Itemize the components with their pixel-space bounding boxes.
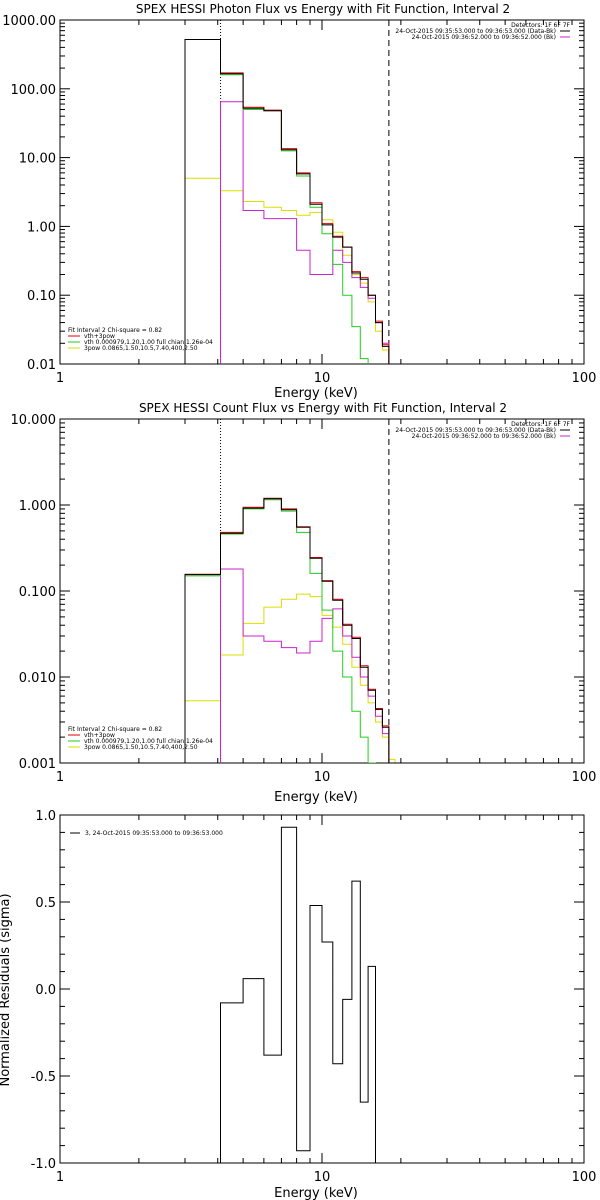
y-tick-label: 0.0 [35,983,56,998]
legend-top-left-text: 3, 24-Oct-2015 09:35:53.000 to 09:36:53.… [85,830,223,837]
x-tick-label: 1 [56,371,64,386]
data-area [184,497,396,763]
series-total-line [184,498,396,763]
residuals-y-axis-label: Normalized Residuals (sigma) [0,893,13,1086]
legend-top-right-text: 24-Oct-2015 09:36:52.000 to 09:36:52.000… [412,34,556,41]
y-tick-label: 0.100 [19,585,56,600]
legend-bottom-left-text: 3pow 0.0865,1.50,10.5,7.40,400,2.50 [84,744,198,751]
series-vth-line [184,39,369,364]
y-tick-label: 0.010 [19,671,56,686]
x-tick-label: 100 [572,1170,597,1185]
legend-bottom-left-text: vth 0.000979,1.20,1.00 full chian 1.26e-… [84,339,213,346]
legend-top-right-text: Detectors: 1F 6F 7F [511,421,570,428]
y-tick-label: 1.0 [35,809,56,824]
y-tick-label: 1.000 [19,499,56,514]
y-tick-label: -1.0 [31,1157,56,1172]
y-tick-label: 0.5 [35,896,56,911]
series-vth-bkg-line [184,39,390,364]
residuals-panel: Energy (keV) Normalized Residuals (sigma… [0,809,596,1200]
y-tick-label: 100.00 [11,83,57,98]
y-tick-label: 10.00 [19,152,56,167]
legend-top-right-text: 24-Oct-2015 09:35:53.000 to 09:36:53.000… [395,28,556,35]
legend-top-right-text: 24-Oct-2015 09:36:52.000 to 09:36:52.000… [412,433,556,440]
legend-bottom-left-text: vth 0.000979,1.20,1.00 full chian 1.26e-… [84,738,213,745]
y-tick-label: 10.000 [11,413,57,428]
y-tick-label: 0.001 [19,757,56,772]
series-vth-bkg-line [184,497,396,763]
legend-top-right-text: Detectors: 1F 6F 7F [511,22,570,29]
plot-frame [59,814,585,1164]
x-tick-label: 1 [56,770,64,785]
data-area [184,39,390,364]
series-total-line [184,39,390,364]
series-pow-line [184,593,396,763]
y-tick-label: 0.10 [27,289,56,304]
x-tick-label: 10 [314,371,331,386]
count-flux-title: SPEX HESSI Count Flux vs Energy with Fit… [139,401,507,415]
photon-flux-panel: SPEX HESSI Photon Flux vs Energy with Fi… [2,2,597,401]
y-tick-label: -0.5 [31,1070,56,1085]
x-tick-label: 10 [314,1170,331,1185]
residuals-x-axis-label: Energy (keV) [274,1186,358,1200]
x-tick-label: 10 [314,770,331,785]
legend-bottom-left-text: vth+3pow [84,333,115,340]
x-tick-label: 100 [572,770,597,785]
legend-bottom-left-text: Fit Interval 2 Chi-square = 0.82 [68,327,162,334]
photon-flux-title: SPEX HESSI Photon Flux vs Energy with Fi… [136,2,510,16]
photon-flux-x-axis-label: Energy (keV) [274,386,358,401]
legend-top-right-text: 24-Oct-2015 09:35:53.000 to 09:36:53.000… [395,427,556,434]
data-area [220,826,376,1163]
series-bkg-line [220,568,396,763]
series-total-line [220,826,376,1163]
y-tick-label: 0.01 [27,358,56,373]
x-tick-label: 1 [56,1170,64,1185]
legend-bottom-left-text: vth+3pow [84,732,115,739]
count-flux-panel: SPEX HESSI Count Flux vs Energy with Fit… [11,401,597,805]
plot-frame [59,19,585,365]
series-pow-line [184,177,390,364]
legend-bottom-left-text: Fit Interval 2 Chi-square = 0.82 [68,726,162,733]
count-flux-x-axis-label: Energy (keV) [274,790,358,805]
series-vth-line [184,499,376,763]
legend-bottom-left-text: 3pow 0.0865,1.50,10.5,7.40,400,2.50 [84,345,198,352]
x-tick-label: 100 [572,371,597,386]
y-tick-label: 1.00 [27,220,56,235]
y-tick-label: 1000.00 [2,14,56,29]
